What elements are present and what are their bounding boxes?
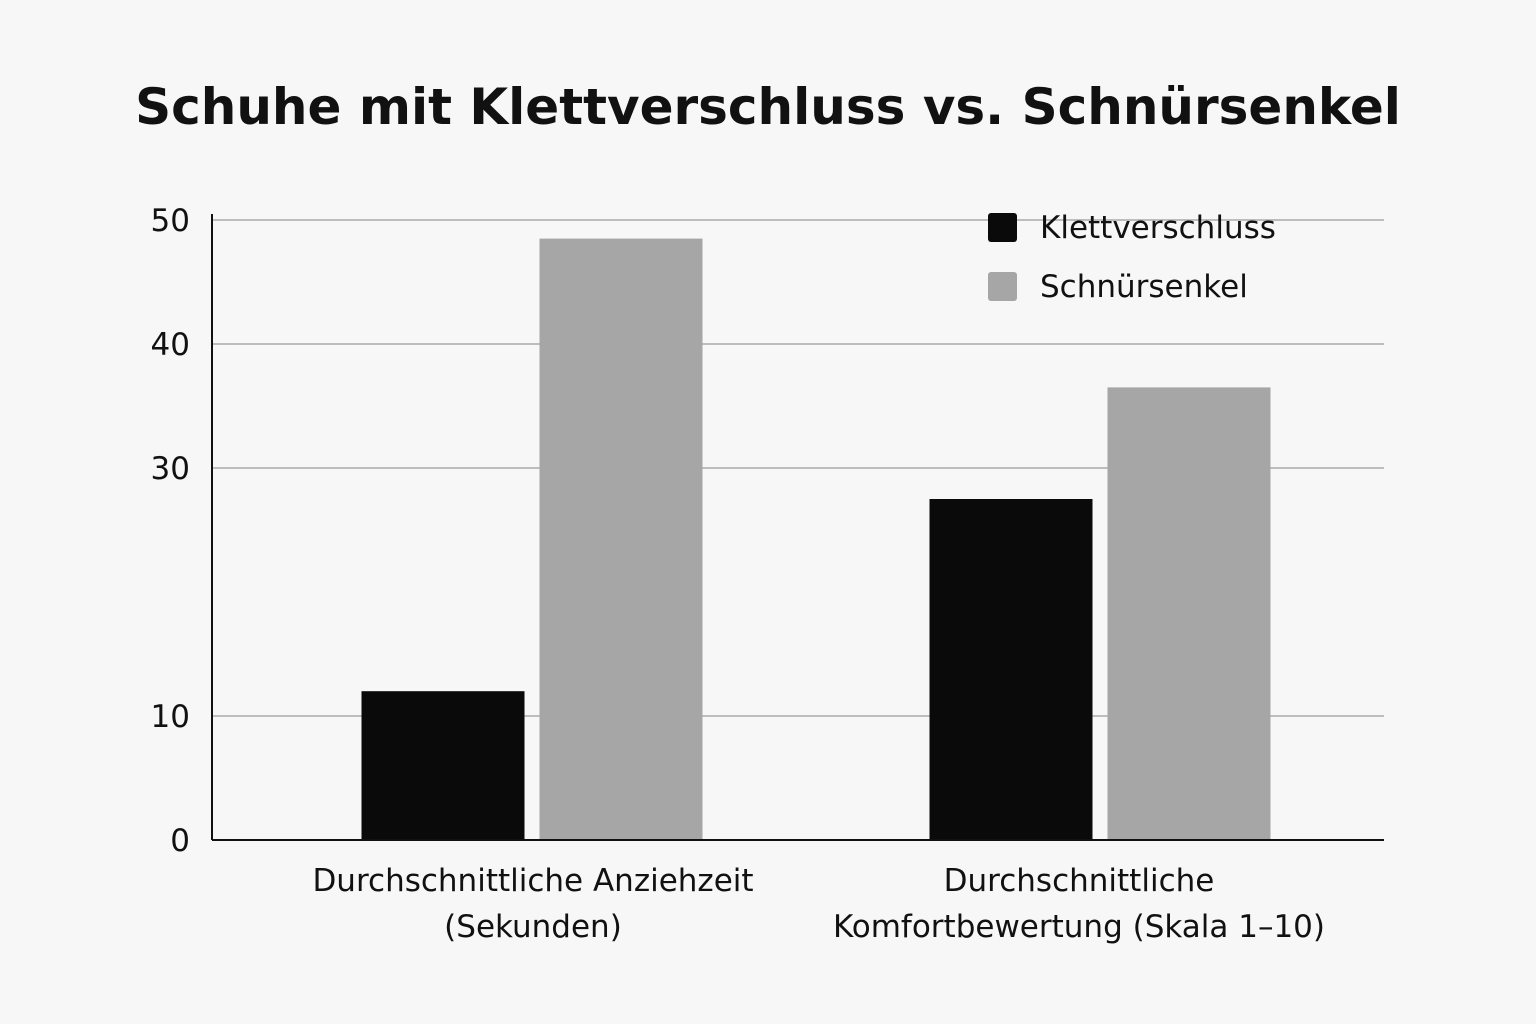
y-tick-label-30: 30 xyxy=(151,451,190,487)
y-tick-label-10: 10 xyxy=(151,699,190,735)
legend-swatch-schnürsenkel xyxy=(988,272,1017,301)
y-tick-label-0: 0 xyxy=(170,823,190,859)
category-label-2-line-1: Durchschnittliche xyxy=(944,863,1215,899)
legend: Klettverschluss Schnürsenkel xyxy=(988,210,1276,305)
category-label-2-line-2: Komfortbewertung (Skala 1–10) xyxy=(833,909,1325,945)
bar-klettverschluss-1 xyxy=(362,691,525,840)
legend-swatch-klettverschluss xyxy=(988,213,1017,242)
category-label-1-line-2: (Sekunden) xyxy=(444,909,622,945)
y-tick-label-50: 50 xyxy=(151,203,190,239)
legend-label-klettverschluss: Klettverschluss xyxy=(1040,210,1276,246)
category-labels: Durchschnittliche Anziehzeit (Sekunden) Du… xyxy=(312,863,1325,945)
bar-schnürsenkel-1 xyxy=(540,239,703,840)
bars xyxy=(362,239,1271,840)
legend-label-schnürsenkel: Schnürsenkel xyxy=(1040,269,1248,305)
bar-schnürsenkel-2 xyxy=(1108,387,1271,840)
y-tick-labels: 0 10 30 40 50 xyxy=(151,203,190,859)
bar-klettverschluss-2 xyxy=(930,499,1093,840)
category-label-1-line-1: Durchschnittliche Anziehzeit xyxy=(312,863,753,899)
y-tick-label-40: 40 xyxy=(151,327,190,363)
